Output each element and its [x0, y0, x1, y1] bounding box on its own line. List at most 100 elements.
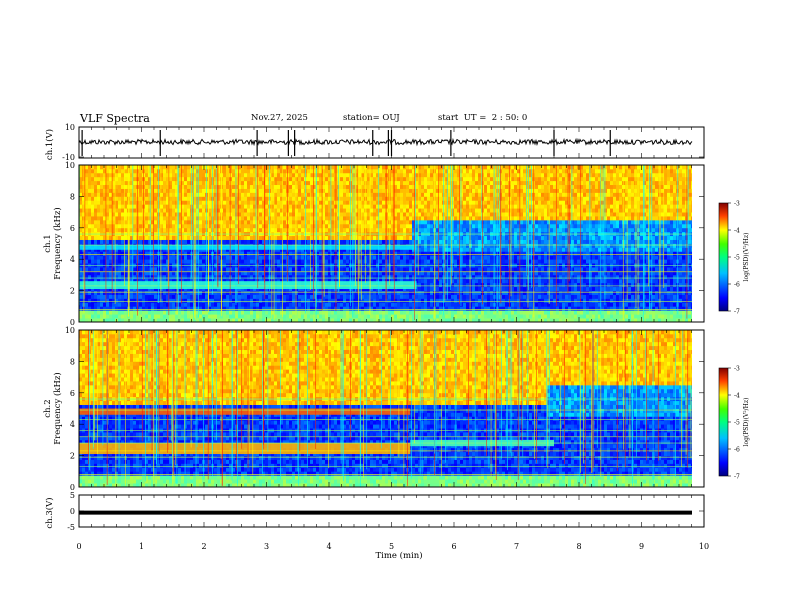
spectro-cell [367, 310, 371, 315]
spectro-cell [121, 259, 125, 264]
spectro-cell [154, 235, 158, 240]
spectro-cell [340, 180, 344, 186]
spectro-cell [394, 270, 398, 276]
spectro-cell [169, 200, 173, 205]
spectro-cell [181, 168, 185, 174]
spectro-cell [100, 165, 104, 170]
spectro-cell [217, 223, 221, 229]
spectro-cell [130, 235, 134, 240]
spectro-cell [295, 219, 299, 225]
spectro-cell [289, 168, 293, 174]
spectro-cell [202, 176, 206, 182]
spectro-cell [109, 251, 113, 256]
spectro-cell [379, 165, 383, 170]
spectro-cell [109, 180, 113, 186]
spectro-cell [370, 267, 374, 272]
spectro-cell [85, 298, 89, 303]
spectro-cell [151, 255, 155, 260]
spectro-cell [106, 298, 110, 303]
spectro-cell [421, 184, 425, 189]
spectro-cell [376, 314, 380, 319]
spectro-cell [166, 172, 170, 178]
spectro-cell [439, 223, 443, 229]
spectro-cell [418, 306, 422, 311]
spectro-cell [385, 251, 389, 256]
spectro-cell [370, 219, 374, 225]
spectro-cell [340, 294, 344, 299]
spectro-cell [100, 192, 104, 197]
spectro-cell [343, 314, 347, 319]
spectro-cell [346, 302, 350, 307]
spectro-cell [427, 235, 431, 240]
spectro-cell [409, 290, 413, 295]
spectro-cell [187, 251, 191, 256]
spectro-cell [403, 165, 407, 170]
spectro-cell [322, 290, 326, 295]
spectro-cell [199, 192, 203, 197]
spectro-cell [262, 168, 266, 174]
spectro-cell [187, 318, 191, 323]
spectro-cell [382, 306, 386, 311]
spectro-cell [166, 216, 170, 221]
spectro-cell [232, 219, 236, 225]
spectro-cell [364, 298, 368, 303]
spectro-cell [259, 180, 263, 186]
spectro-cell [172, 184, 176, 189]
spectro-cell [361, 200, 365, 205]
spectro-cell [307, 267, 311, 272]
spectro-cell [202, 251, 206, 256]
spectro-cell [412, 204, 416, 209]
spectro-cell [226, 223, 230, 229]
spectro-cell [292, 251, 296, 256]
spectro-cell [367, 172, 371, 178]
spectro-cell [160, 219, 164, 225]
spectro-cell [112, 251, 116, 256]
spectro-cell [154, 267, 158, 272]
spectro-cell [169, 192, 173, 197]
spectro-cell [397, 278, 401, 284]
spectro-cell [346, 219, 350, 225]
spectro-cell [100, 267, 104, 272]
spectro-cell [223, 274, 227, 280]
spectro-cell [145, 223, 149, 229]
spectro-cell [289, 259, 293, 264]
spectro-cell [166, 314, 170, 319]
spectro-cell [355, 302, 359, 307]
spectro-cell [379, 235, 383, 240]
spectro-cell [376, 180, 380, 186]
spectro-cell [244, 168, 248, 174]
spectro-cell [400, 212, 404, 217]
spectro-cell [313, 294, 317, 299]
spectro-cell [223, 184, 227, 189]
spectro-cell [247, 239, 251, 244]
spectro-cell [244, 251, 248, 256]
spectro-cell [331, 168, 335, 174]
spectro-cell [124, 172, 128, 178]
spectro-cell [181, 298, 185, 303]
spectro-cell [196, 188, 200, 193]
spectro-cell [160, 168, 164, 174]
spectro-cell [247, 318, 251, 323]
spectro-cell [292, 259, 296, 264]
spectro-cell [124, 165, 128, 170]
spectro-cell [172, 165, 176, 170]
spectro-cell [325, 302, 329, 307]
spectro-cell [376, 165, 380, 170]
spectro-cell [232, 239, 236, 244]
spectro-cell [79, 310, 83, 315]
spectro-cell [118, 208, 122, 213]
spectro-cell [328, 188, 332, 193]
spectro-cell [346, 184, 350, 189]
spectro-cell [403, 302, 407, 307]
spectro-cell [178, 200, 182, 205]
spectro-cell [418, 204, 422, 209]
spectro-cell [109, 184, 113, 189]
spectro-cell [319, 251, 323, 256]
spectro-cell [379, 267, 383, 272]
spectro-cell [400, 306, 404, 311]
spectro-cell [406, 302, 410, 307]
spectro-cell [436, 188, 440, 193]
spectro-cell [352, 176, 356, 182]
spectro-cell [307, 314, 311, 319]
spectro-cell [106, 310, 110, 315]
